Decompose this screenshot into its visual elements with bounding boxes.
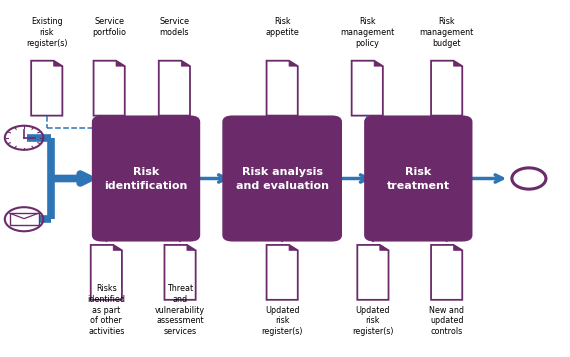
Text: Service
portfolio: Service portfolio [92, 17, 126, 37]
Text: Risk
management
policy: Risk management policy [340, 17, 394, 48]
Polygon shape [181, 61, 190, 66]
Polygon shape [54, 61, 62, 66]
Polygon shape [380, 245, 389, 250]
Polygon shape [454, 61, 462, 66]
Polygon shape [431, 61, 462, 116]
Text: Service
models: Service models [160, 17, 189, 37]
Polygon shape [116, 61, 125, 66]
Polygon shape [352, 61, 383, 116]
Polygon shape [93, 61, 125, 116]
FancyBboxPatch shape [92, 115, 200, 242]
Polygon shape [267, 61, 298, 116]
FancyBboxPatch shape [364, 115, 473, 242]
Polygon shape [289, 245, 298, 250]
Polygon shape [159, 61, 190, 116]
Text: Risk
appetite: Risk appetite [265, 17, 299, 37]
Text: Risk
treatment: Risk treatment [386, 166, 450, 191]
Polygon shape [91, 245, 122, 300]
Text: Risks
identified
as part
of other
activities: Risks identified as part of other activi… [87, 284, 125, 336]
Text: Risk
identification: Risk identification [104, 166, 188, 191]
Text: Updated
risk
register(s): Updated risk register(s) [352, 306, 394, 336]
Text: Updated
risk
register(s): Updated risk register(s) [262, 306, 303, 336]
Polygon shape [113, 245, 122, 250]
Polygon shape [431, 245, 462, 300]
Text: New and
updated
controls: New and updated controls [429, 306, 464, 336]
Text: Existing
risk
register(s): Existing risk register(s) [26, 17, 67, 48]
Text: Risk analysis
and evaluation: Risk analysis and evaluation [235, 166, 329, 191]
Polygon shape [267, 245, 298, 300]
Polygon shape [374, 61, 383, 66]
Polygon shape [187, 245, 196, 250]
Polygon shape [357, 245, 389, 300]
Bar [10, 213, 39, 225]
Text: Risk
management
budget: Risk management budget [420, 17, 474, 48]
FancyBboxPatch shape [222, 115, 342, 242]
Text: Threat
and
vulnerability
assessment
services: Threat and vulnerability assessment serv… [155, 284, 205, 336]
Polygon shape [454, 245, 462, 250]
Polygon shape [289, 61, 298, 66]
Polygon shape [165, 245, 196, 300]
Polygon shape [31, 61, 62, 116]
